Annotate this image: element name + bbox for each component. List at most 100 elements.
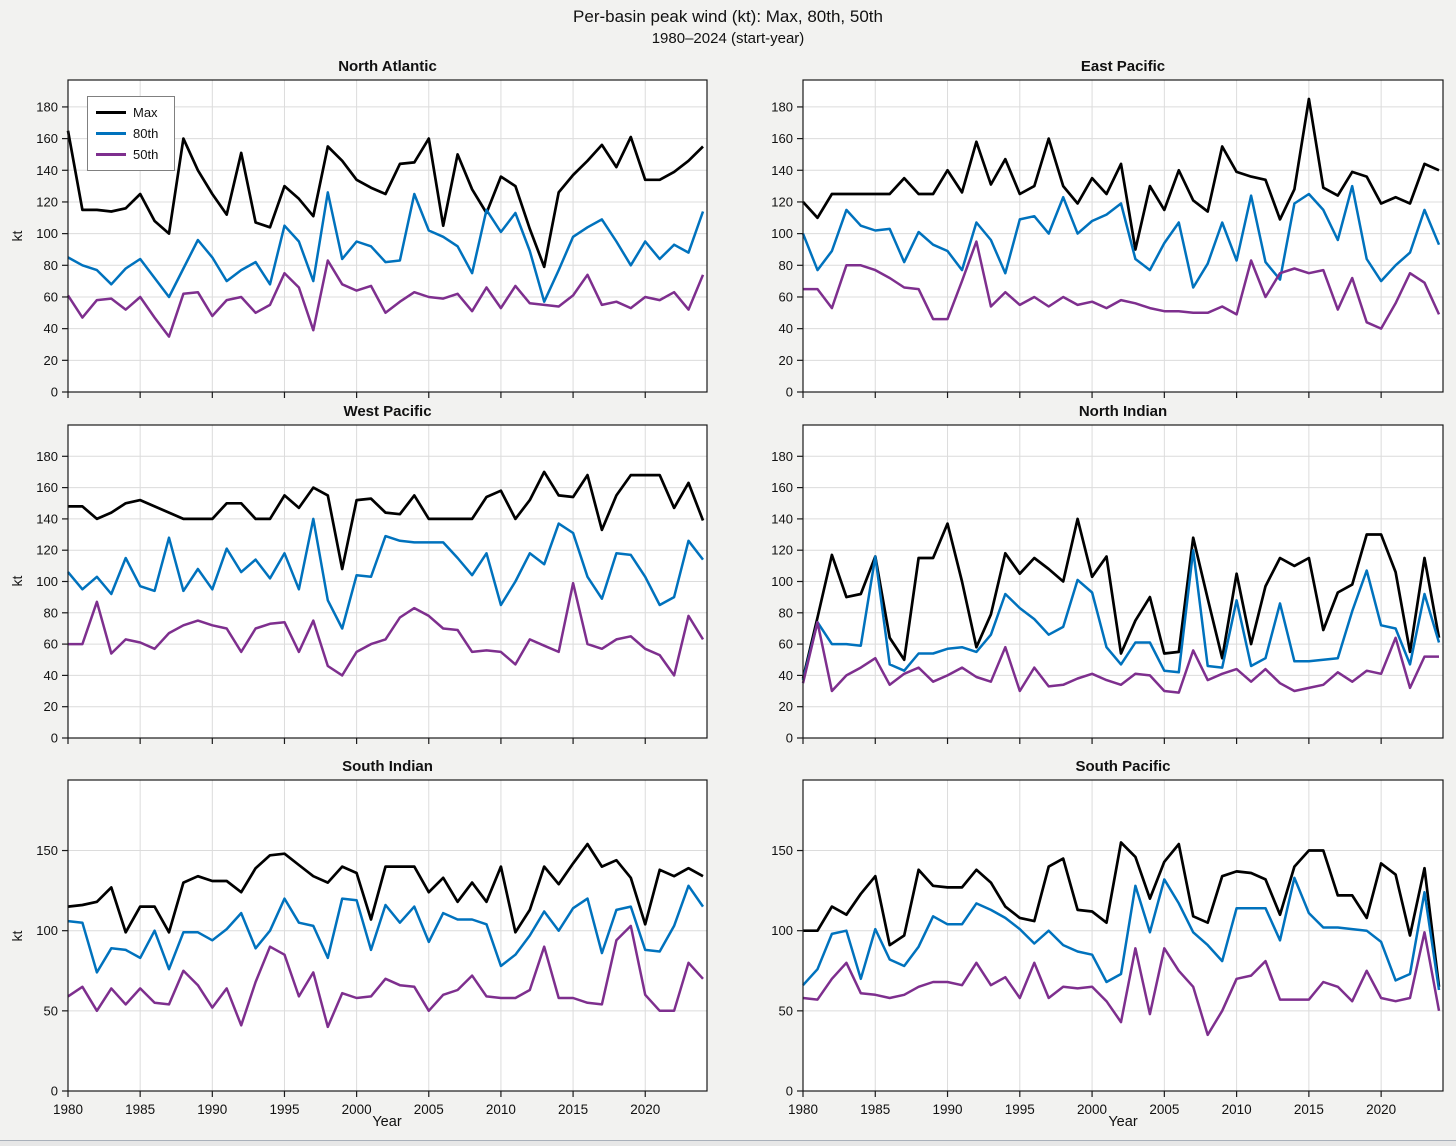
xtick-label: 1980 [788, 1102, 818, 1117]
ytick-label: 0 [786, 1084, 793, 1099]
chart-east-pacific: 0 20 40 60 80 100 120 140 160 180 East Pacific [771, 58, 1444, 400]
panel-title: East Pacific [1081, 58, 1165, 75]
ytick-label: 180 [771, 99, 793, 114]
series-50th [803, 240, 1441, 330]
ylabel-kt-row2: kt [9, 575, 25, 587]
legend: Max 80th 50th [87, 96, 175, 171]
ytick-label: 0 [51, 1084, 58, 1099]
ytick-label: 160 [771, 131, 793, 146]
xtick-label: 1990 [197, 1102, 227, 1117]
ytick-label: 40 [44, 321, 58, 336]
axes-box [67, 79, 708, 393]
ytick-label: 180 [771, 449, 793, 464]
ytick-label: 180 [36, 99, 58, 114]
chart-south-pacific: 0 50 100 150 1980 1985 1990 1995 2000 2005 2010 201… [771, 758, 1444, 1117]
ytick-label: 160 [771, 480, 793, 495]
ytick-label: 0 [51, 731, 58, 746]
series-max [67, 842, 704, 934]
ytick-label: 60 [779, 637, 793, 652]
series-max [801, 517, 1441, 679]
panel-title: South Pacific [1075, 758, 1170, 775]
xtick-label: 1985 [125, 1102, 155, 1117]
ytick-label: 150 [771, 843, 793, 858]
xtick-label: 2020 [1366, 1102, 1396, 1117]
legend-label-50th: 50th [133, 147, 159, 162]
xlabel-year-left: Year [372, 1114, 402, 1130]
series-max [803, 841, 1441, 987]
xtick-label: 2000 [1077, 1102, 1107, 1117]
ytick-label: 20 [44, 353, 58, 368]
series-50th [802, 931, 1441, 1037]
legend-label-max: Max [133, 105, 158, 120]
plot-area [803, 780, 1443, 1091]
series-max [68, 470, 705, 571]
xtick-label: 1995 [1005, 1102, 1035, 1117]
ytick-label: 50 [44, 1003, 58, 1018]
series-50th [66, 259, 705, 338]
ytick-label: 100 [36, 574, 58, 589]
xtick-label: 2005 [1149, 1102, 1179, 1117]
legend-line-80th [96, 132, 126, 135]
ytick-label: 0 [786, 731, 793, 746]
ylabel-kt-row3: kt [9, 930, 25, 942]
ytick-label: 50 [779, 1003, 793, 1018]
ytick-label: 40 [779, 321, 793, 336]
ytick-label: 80 [44, 258, 58, 273]
ytick-label: 100 [771, 226, 793, 241]
ytick-label: 20 [779, 353, 793, 368]
ytick-label: 140 [36, 163, 58, 178]
xtick-label: 2015 [558, 1102, 588, 1117]
series-80th [802, 876, 1441, 991]
ytick-label: 160 [36, 480, 58, 495]
ytick-label: 150 [36, 843, 58, 858]
ytick-label: 120 [36, 194, 58, 209]
ytick-label: 120 [771, 194, 793, 209]
xtick-label: 2000 [342, 1102, 372, 1117]
xtick-label: 1990 [933, 1102, 963, 1117]
panel-title: South Indian [342, 758, 433, 775]
xtick-label: 1980 [53, 1102, 83, 1117]
figure-title: Per-basin peak wind (kt): Max, 80th, 50t… [573, 7, 883, 26]
ytick-label: 100 [771, 923, 793, 938]
ytick-label: 100 [771, 574, 793, 589]
series-80th [67, 884, 705, 974]
ytick-label: 100 [36, 923, 58, 938]
ytick-label: 80 [44, 605, 58, 620]
ytick-label: 40 [779, 668, 793, 683]
ytick-label: 140 [771, 163, 793, 178]
ytick-label: 60 [44, 289, 58, 304]
xtick-label: 2015 [1294, 1102, 1324, 1117]
xtick-label: 2005 [414, 1102, 444, 1117]
ytick-label: 80 [779, 605, 793, 620]
plot-area [68, 780, 707, 1091]
legend-line-max [96, 111, 126, 114]
ytick-label: 60 [779, 289, 793, 304]
series-max [802, 97, 1440, 251]
panel-title: North Atlantic [338, 58, 437, 75]
legend-label-80th: 80th [133, 126, 159, 141]
axes-box [802, 79, 1444, 393]
ytick-label: 120 [771, 543, 793, 558]
panel-title: West Pacific [343, 403, 431, 420]
ytick-label: 140 [771, 511, 793, 526]
chart-north-atlantic: 0 20 40 60 80 100 120 140 160 180 North Atlantic [36, 58, 708, 400]
xtick-label: 2020 [630, 1102, 660, 1117]
legend-row-50th: 50th [96, 144, 166, 165]
ytick-label: 20 [779, 699, 793, 714]
chart-west-pacific: 0 20 40 60 80 100 120 140 160 180 West Pacific [36, 403, 708, 746]
axes-box [802, 779, 1444, 1092]
ytick-label: 100 [36, 226, 58, 241]
series-max [66, 130, 704, 269]
series-50th [67, 924, 704, 1029]
legend-row-80th: 80th [96, 123, 166, 144]
axes-box [67, 779, 708, 1092]
series-50th [801, 620, 1439, 694]
ytick-label: 80 [779, 258, 793, 273]
ytick-label: 140 [36, 511, 58, 526]
series-80th [67, 517, 704, 630]
ytick-label: 60 [44, 637, 58, 652]
figure-subtitle: 1980–2024 (start-year) [651, 30, 805, 47]
series-80th [801, 184, 1441, 289]
ytick-label: 0 [51, 385, 58, 400]
